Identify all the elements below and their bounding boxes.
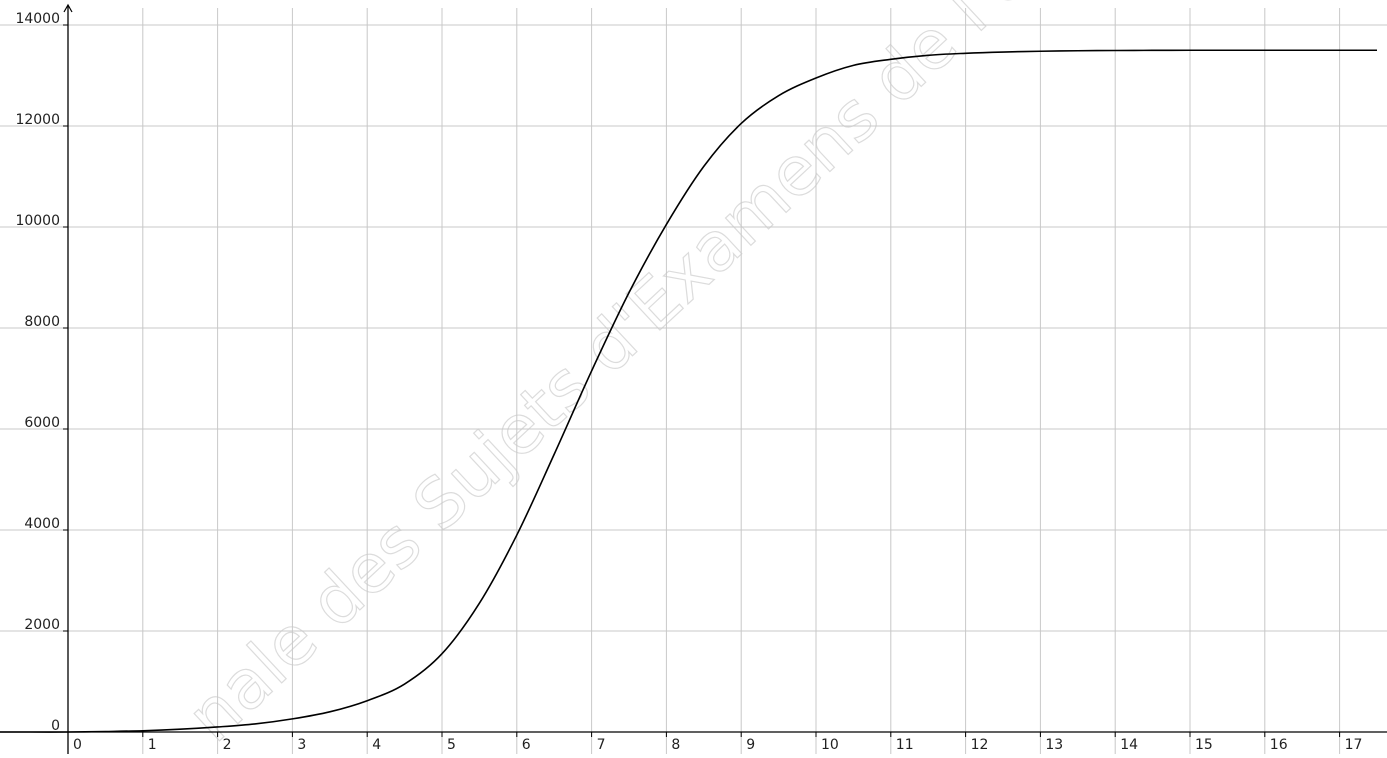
y-tick-label: 10000 (15, 213, 60, 229)
watermark-text: nale des Sujets d'Examens de l'enseig (173, 0, 1180, 754)
series-layer (0, 49, 1377, 733)
y-tick-label: 12000 (15, 112, 60, 128)
grid (0, 8, 1387, 754)
y-tick-label: 6000 (24, 415, 60, 431)
x-tick-label: 13 (1045, 737, 1063, 753)
y-tick-label: 4000 (24, 516, 60, 532)
x-tick-label: 1 (148, 737, 157, 753)
x-tick-label: 14 (1120, 737, 1138, 753)
x-tick-label: 3 (297, 737, 306, 753)
y-tick-label: 0 (51, 718, 60, 734)
x-tick-label: 9 (746, 737, 755, 753)
y-tick-label: 2000 (24, 617, 60, 633)
x-tick-label: 10 (821, 737, 839, 753)
x-tick-label: 16 (1270, 737, 1288, 753)
x-tick-label: 15 (1195, 737, 1213, 753)
x-tick-label: 7 (597, 737, 606, 753)
x-tick-label: 5 (447, 737, 456, 753)
y-tick-label: 8000 (24, 314, 60, 330)
x-tick-label: 0 (73, 737, 82, 753)
y-axis-arrow (63, 3, 73, 13)
series-line (0, 49, 1377, 733)
x-tick-label: 4 (372, 737, 381, 753)
x-tick-label: 8 (671, 737, 680, 753)
axes (0, 3, 1387, 754)
tick-labels: 0 1 2 3 4 5 6 7 8 9 10 11 12 13 14 15 16 1702000400060008… (15, 11, 1362, 753)
x-tick-label: 17 (1345, 737, 1363, 753)
y-tick-label: 14000 (15, 11, 60, 27)
x-tick-label: 11 (896, 737, 914, 753)
x-tick-label: 6 (522, 737, 531, 753)
watermark: nale des Sujets d'Examens de l'enseig (172, 0, 1180, 758)
x-tick-label: 2 (223, 737, 232, 753)
x-tick-label: 12 (971, 737, 989, 753)
